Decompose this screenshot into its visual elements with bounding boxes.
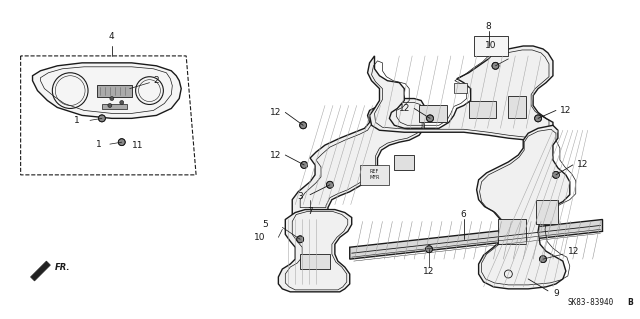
Text: 5: 5	[262, 220, 268, 229]
Circle shape	[300, 122, 307, 129]
Text: 1: 1	[74, 116, 80, 125]
Polygon shape	[102, 105, 127, 109]
Circle shape	[108, 103, 112, 108]
Text: SK83-83940: SK83-83940	[568, 298, 614, 307]
Text: 8: 8	[486, 22, 492, 31]
Text: 12: 12	[270, 151, 282, 160]
Circle shape	[492, 62, 499, 69]
Text: 12: 12	[577, 160, 588, 169]
Polygon shape	[31, 261, 51, 281]
Text: 10: 10	[484, 41, 496, 50]
Polygon shape	[499, 219, 526, 244]
Text: B: B	[627, 298, 633, 307]
Text: 6: 6	[461, 210, 467, 219]
Text: 7: 7	[307, 207, 313, 216]
Text: 12: 12	[423, 266, 435, 276]
Circle shape	[99, 115, 106, 122]
Polygon shape	[33, 63, 181, 118]
Text: 1: 1	[96, 140, 102, 149]
Circle shape	[326, 181, 333, 188]
Circle shape	[540, 256, 547, 263]
Text: 2: 2	[154, 76, 159, 85]
Text: 9: 9	[553, 289, 559, 298]
Text: 3: 3	[298, 192, 303, 201]
Polygon shape	[360, 165, 389, 185]
Text: FR.: FR.	[54, 263, 70, 271]
Polygon shape	[454, 83, 467, 93]
Polygon shape	[474, 36, 508, 56]
Text: 12: 12	[270, 108, 282, 117]
Circle shape	[552, 171, 559, 178]
Circle shape	[120, 100, 124, 105]
Circle shape	[534, 115, 541, 122]
Polygon shape	[468, 100, 497, 118]
Polygon shape	[97, 85, 132, 97]
Text: 12: 12	[560, 106, 572, 115]
Text: 10: 10	[254, 233, 266, 242]
Circle shape	[297, 236, 303, 243]
Text: 12: 12	[399, 104, 410, 113]
Polygon shape	[394, 155, 414, 170]
Polygon shape	[536, 200, 558, 225]
Polygon shape	[367, 46, 553, 142]
Polygon shape	[292, 99, 424, 214]
Circle shape	[427, 115, 433, 122]
Polygon shape	[300, 254, 330, 269]
Polygon shape	[477, 125, 570, 289]
Circle shape	[110, 97, 114, 100]
Circle shape	[301, 161, 308, 168]
Polygon shape	[419, 106, 447, 122]
Polygon shape	[508, 96, 526, 118]
Text: 12: 12	[568, 247, 579, 256]
Text: REF
MFR: REF MFR	[369, 169, 380, 180]
Circle shape	[118, 139, 125, 145]
Polygon shape	[278, 210, 352, 292]
Text: 11: 11	[132, 141, 143, 150]
Circle shape	[426, 246, 433, 253]
Polygon shape	[349, 219, 602, 259]
Text: 4: 4	[109, 32, 115, 41]
